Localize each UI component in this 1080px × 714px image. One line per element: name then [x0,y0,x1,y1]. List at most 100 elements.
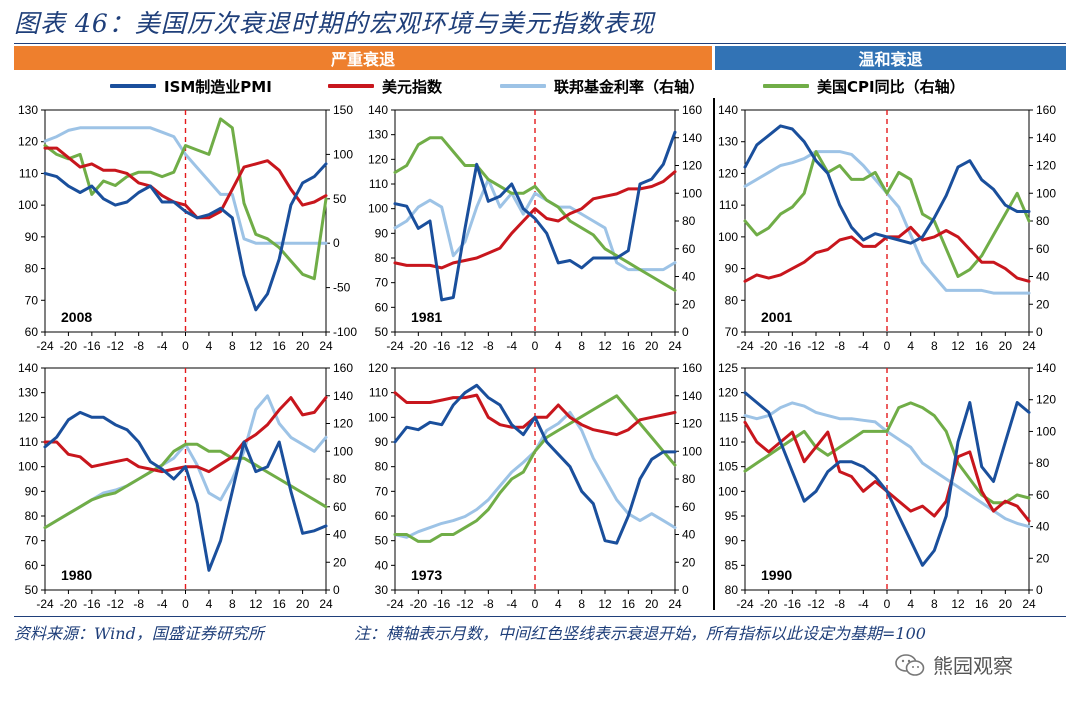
chart-1980-ytick-label: 100 [18,460,38,474]
axis-note: 注：横轴表示月数，中间红色竖线表示衰退开始，所有指标以此设定为基期=100 [354,624,926,643]
severe-mild-divider [713,98,715,610]
legend-swatch-ffr [500,84,546,88]
chart-1990-ytick-label: 100 [718,484,738,498]
chart-1973-year-label: 1973 [411,567,442,583]
chart-2008-xtick-label: 24 [319,339,333,353]
chart-1973-xtick-label: -4 [506,597,517,611]
chart-1981-y2tick-label: 0 [682,325,689,339]
chart-1981-xtick-label: 12 [598,339,612,353]
chart-1990-ytick-label: 110 [719,435,738,449]
chart-2008-line-cpi [43,117,328,281]
chart-2008-ytick-label: 110 [19,166,38,180]
chart-2001-xtick-label: -12 [807,339,825,353]
chart-2008-y2tick-label: 150 [333,103,353,117]
chart-2001-xtick-label: -16 [784,339,802,353]
chart-2001-xtick-label: 4 [907,339,914,353]
chart-2001-y2tick-label: 0 [1036,325,1043,339]
chart-1981-y2tick-label: 140 [682,131,702,145]
chart-1980-y2tick-label: 100 [333,444,353,458]
chart-2001-xtick-label: -8 [834,339,845,353]
chart-2001-ytick-label: 70 [725,325,739,339]
chart-1973-ytick-label: 120 [368,361,388,375]
chart-1980-xtick-label: -8 [133,597,144,611]
chart-2008-xtick-label: -20 [60,339,78,353]
chart-1981-xtick-label: -12 [456,339,474,353]
chart-1981-xtick-label: 24 [668,339,682,353]
chart-1981-y2tick-label: 80 [682,214,696,228]
severe-recession-band: 严重衰退 [14,46,712,70]
chart-1990-xtick-label: -20 [760,597,778,611]
chart-1990-ytick-label: 105 [718,460,738,474]
chart-1973-xtick-label: -8 [483,597,494,611]
legend-label-usd: 美元指数 [382,77,443,96]
chart-1980-y2tick-label: 80 [333,472,347,486]
chart-2008-y2tick-label: -100 [333,325,357,339]
chart-2001-y2tick-label: 40 [1036,270,1050,284]
chart-1981-ytick-label: 70 [375,276,389,290]
chart-1981-xtick-label: -20 [410,339,428,353]
chart-1990-xtick-label: 12 [951,597,965,611]
chart-1981-ytick-label: 60 [375,300,389,314]
chart-1981-ytick-label: 80 [375,251,389,265]
chart-1980-xtick-label: 0 [182,597,189,611]
chart-1990-xtick-label: -8 [834,597,845,611]
chart-1981-ytick-label: 90 [375,226,389,240]
chart-1990-y2tick-label: 60 [1036,488,1050,502]
chart-2008-line-pmi [43,162,328,312]
chart-1980-y2tick-label: 60 [333,500,347,514]
chart-1973-y2tick-label: 100 [682,444,702,458]
legend-swatch-cpi [763,84,809,88]
chart-1980-ytick-label: 80 [25,509,39,523]
chart-1990-line-cpi [743,401,1031,505]
chart-1973-xtick-label: -12 [456,597,474,611]
chart-1981-y2tick-label: 40 [682,270,696,284]
chart-1990-xtick-label: 0 [884,597,891,611]
chart-1973-y2tick-label: 120 [682,417,702,431]
chart-1973-xtick-label: 16 [622,597,636,611]
chart-1973-ytick-label: 110 [369,386,388,400]
chart-1973-xtick-label: -20 [410,597,428,611]
chart-1981-line-cpi [393,136,677,292]
chart-1980-xtick-label: -16 [83,597,101,611]
chart-1973-y2tick-label: 160 [682,361,702,375]
chart-2001-ytick-label: 130 [718,135,738,149]
chart-1981-y2tick-label: 20 [682,297,696,311]
chart-2001-ytick-label: 100 [718,230,738,244]
chart-2001-y2tick-label: 140 [1036,131,1056,145]
chart-2008-xtick-label: -8 [133,339,144,353]
chart-1990-ytick-label: 120 [718,386,738,400]
chart-2001-xtick-label: 24 [1022,339,1036,353]
chart-1973-y2tick-label: 140 [682,389,702,403]
chart-1973-xtick-label: 12 [598,597,612,611]
chart-2008-xtick-label: -12 [107,339,125,353]
chart-1980-ytick-label: 130 [18,386,38,400]
chart-2008-y2tick-label: 100 [333,147,353,161]
chart-1973-xtick-label: 24 [668,597,682,611]
chart-1990-xtick-label: -12 [807,597,825,611]
chart-1990-xtick-label: -24 [736,597,754,611]
chart-1981-xtick-label: 8 [578,339,585,353]
source-note: 资料来源：Wind，国盛证券研究所 [14,624,264,643]
chart-1973-ytick-label: 70 [375,484,389,498]
watermark: 熊园观察 [895,650,1013,679]
chart-1990-y2tick-label: 40 [1036,520,1050,534]
chart-1980-ytick-label: 120 [18,410,38,424]
legend-item-pmi: ISM制造业PMI [110,74,272,98]
chart-2001-xtick-label: -20 [760,339,778,353]
chart-1981-y2tick-label: 100 [682,186,702,200]
chart-1981-xtick-label: 20 [645,339,659,353]
chart-2001-xtick-label: -4 [858,339,869,353]
chart-2001-y2tick-label: 160 [1036,103,1056,117]
chart-2001-line-cpi [743,150,1031,278]
chart-1980-y2tick-label: 120 [333,417,353,431]
chart-1990-xtick-label: -4 [858,597,869,611]
chart-1973-xtick-label: -16 [433,597,451,611]
chart-1980-ytick-label: 60 [25,558,39,572]
chart-1990-ytick-label: 85 [725,558,739,572]
chart-1980-xtick-label: 20 [296,597,310,611]
chat-bubble-icon [895,653,925,676]
legend-label-cpi: 美国CPI同比（右轴） [817,77,965,96]
chart-1990-y2tick-label: 0 [1036,583,1043,597]
chart-1973-y2tick-label: 80 [682,472,696,486]
chart-1981-xtick-label: 0 [532,339,539,353]
